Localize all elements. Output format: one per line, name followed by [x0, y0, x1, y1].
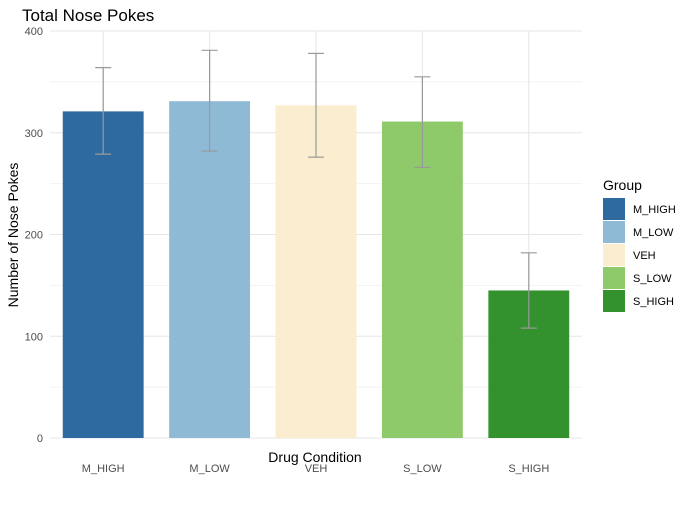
- error-bar: [201, 49, 218, 152]
- y-tick-label: 300: [25, 128, 43, 140]
- legend-label: VEH: [633, 250, 656, 262]
- legend-item: VEH: [603, 244, 656, 266]
- error-bars-layer: [95, 49, 537, 329]
- x-tick-label: S_LOW: [403, 463, 442, 475]
- y-tick-labels: 0 100 200 300 400: [25, 26, 43, 445]
- bars-layer: [62, 101, 570, 439]
- legend-item: M_LOW: [603, 221, 674, 243]
- error-bar: [95, 67, 112, 155]
- legend-swatch: [603, 221, 625, 243]
- x-tick-label: VEH: [305, 463, 328, 475]
- legend-item: S_LOW: [603, 267, 672, 289]
- legend-title: Group: [603, 177, 642, 193]
- legend-item: M_HIGH: [603, 198, 676, 220]
- legend-label: S_LOW: [633, 273, 672, 285]
- x-tick-label: M_LOW: [189, 463, 230, 475]
- y-tick-label: 100: [25, 331, 43, 343]
- x-tick-labels: M_HIGH M_LOW VEH S_LOW S_HIGH: [82, 463, 550, 475]
- chart-title: Total Nose Pokes: [22, 6, 154, 25]
- legend-swatch: [603, 198, 625, 220]
- legend-label: M_LOW: [633, 227, 674, 239]
- bar-m-low: [169, 101, 251, 439]
- error-bar: [520, 252, 537, 329]
- legend-swatch: [603, 290, 625, 312]
- y-tick-label: 400: [25, 26, 43, 38]
- y-axis-label: Number of Nose Pokes: [5, 163, 21, 308]
- legend-swatch: [603, 244, 625, 266]
- legend-item: S_HIGH: [603, 290, 674, 312]
- bar-m-high: [62, 111, 144, 438]
- bar-veh: [275, 105, 357, 438]
- x-tick-label: S_HIGH: [508, 463, 549, 475]
- error-bar: [308, 52, 324, 158]
- legend: Group M_HIGH M_LOW VEH S_LOW S_HIGH: [603, 177, 676, 312]
- x-tick-label: M_HIGH: [82, 463, 125, 475]
- legend-label: S_HIGH: [633, 296, 674, 308]
- y-tick-label: 0: [37, 433, 43, 445]
- y-tick-label: 200: [25, 230, 43, 242]
- legend-label: M_HIGH: [633, 204, 676, 216]
- error-bar: [414, 76, 431, 168]
- x-axis-label: Drug Condition: [268, 449, 361, 465]
- legend-swatch: [603, 267, 625, 289]
- bar-s-low: [381, 121, 463, 439]
